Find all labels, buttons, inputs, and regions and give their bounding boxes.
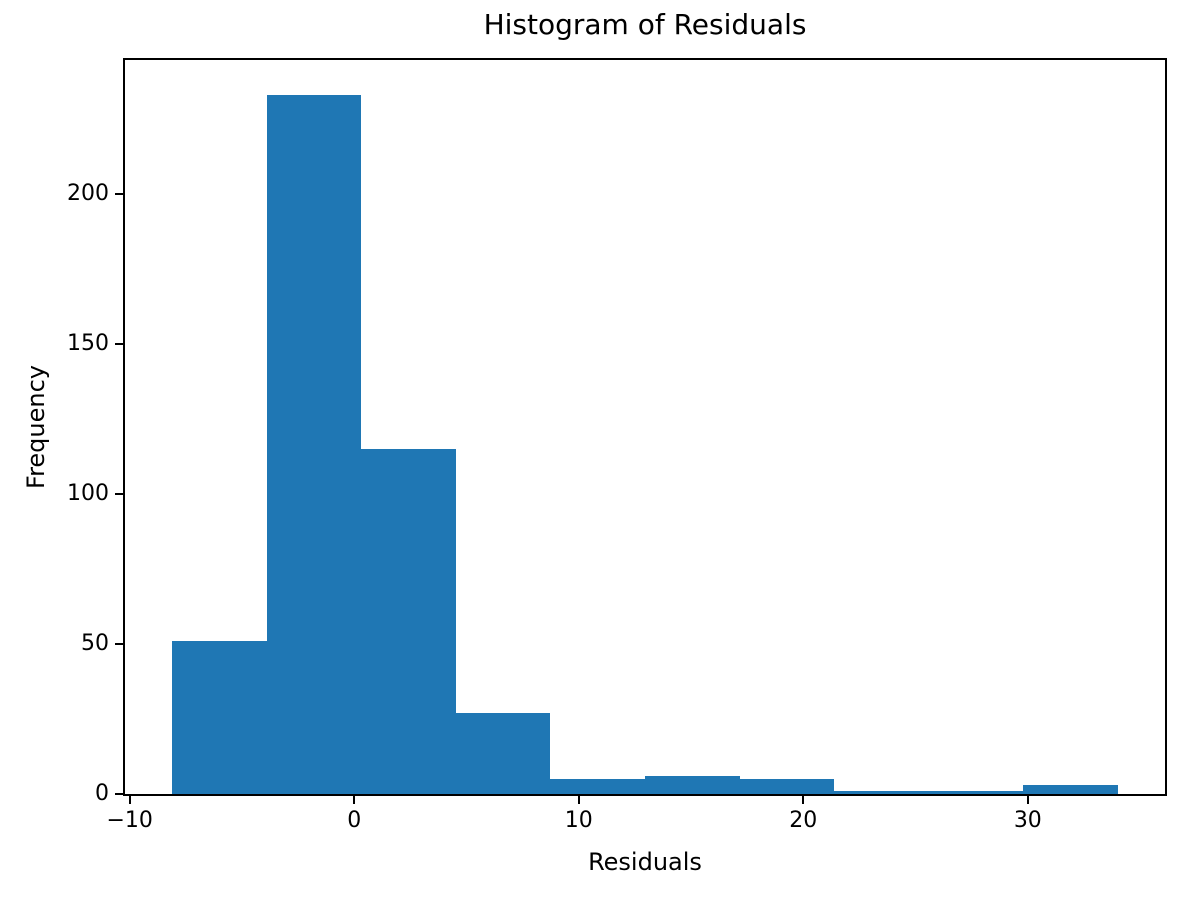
y-tick-label: 0: [95, 781, 109, 806]
y-tick-mark: [115, 492, 123, 495]
y-tick-label: 50: [81, 630, 109, 656]
histogram-bar: [928, 791, 1024, 794]
x-tick-mark: [577, 796, 580, 804]
histogram-bar: [834, 791, 929, 794]
y-tick-label: 200: [67, 180, 109, 206]
x-axis-label: Residuals: [588, 848, 702, 876]
x-tick-label: 20: [789, 808, 818, 833]
x-tick-mark: [1026, 796, 1029, 804]
plot-area: [123, 58, 1167, 796]
y-tick-label: 100: [67, 480, 109, 506]
x-tick-mark: [802, 796, 805, 804]
x-tick-label: −10: [106, 808, 153, 833]
y-tick-mark: [115, 192, 123, 195]
y-axis-label: Frequency: [22, 365, 50, 489]
y-tick-label: 150: [67, 330, 109, 356]
histogram-bar: [550, 779, 645, 794]
histogram-bar: [172, 641, 267, 794]
x-tick-mark: [353, 796, 356, 804]
bars-layer: [125, 60, 1165, 794]
histogram-bar: [645, 776, 740, 794]
histogram-bar: [455, 713, 551, 794]
histogram-bar: [1023, 785, 1118, 794]
y-tick-mark: [115, 793, 123, 795]
x-tick-mark: [128, 796, 131, 804]
x-tick-label: 30: [1013, 808, 1042, 833]
x-tick-label: 10: [564, 808, 593, 833]
histogram-bar: [361, 448, 456, 794]
y-tick-mark: [115, 342, 123, 345]
histogram-bar: [739, 779, 835, 794]
chart-title: Histogram of Residuals: [483, 8, 807, 41]
x-tick-label: 0: [347, 808, 362, 833]
histogram-bar: [266, 94, 362, 794]
y-tick-mark: [115, 642, 123, 645]
